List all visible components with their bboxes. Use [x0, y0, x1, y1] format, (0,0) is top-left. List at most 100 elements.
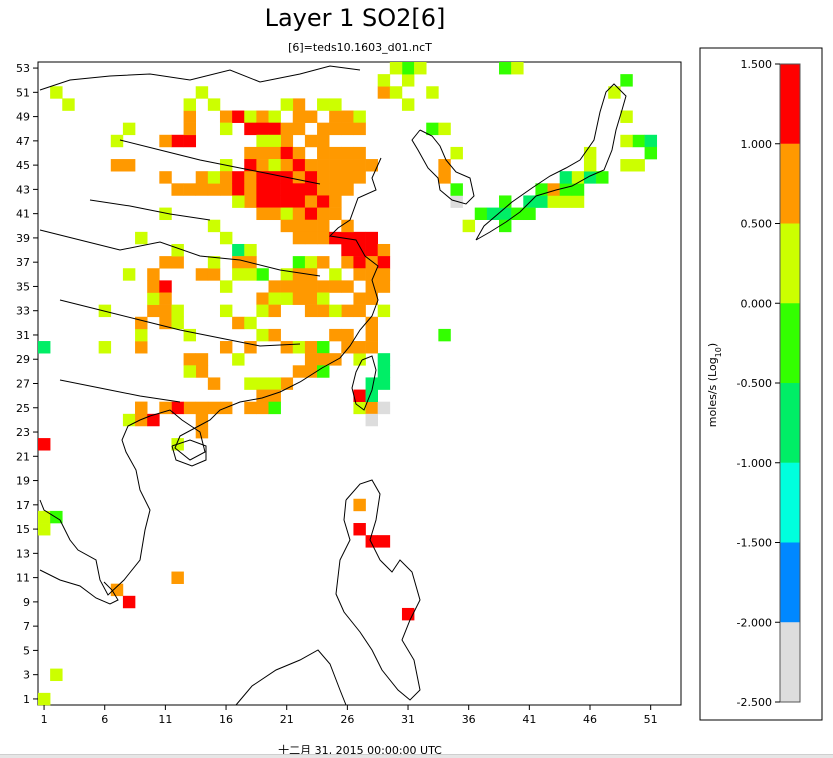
grid-cell: [559, 171, 573, 184]
grid-cell: [341, 243, 354, 257]
grid-cell: [511, 62, 524, 75]
grid-cell: [256, 159, 269, 172]
grid-cell: [317, 304, 330, 318]
grid-cell: [292, 110, 306, 123]
grid-cell: [280, 98, 294, 111]
grid-cell: [317, 231, 330, 245]
grid-cell: [329, 183, 342, 196]
grid-cell: [329, 98, 342, 111]
grid-cell: [365, 159, 378, 172]
grid-cell: [583, 171, 597, 184]
grid-cell: [341, 219, 354, 233]
grid-cell: [135, 401, 148, 415]
grid-cell: [292, 341, 306, 354]
grid-cell: [389, 62, 403, 75]
grid-cell: [50, 668, 63, 682]
grid-cell: [317, 353, 330, 366]
grid-cell: [159, 401, 172, 415]
grid-cell: [341, 183, 354, 196]
grid-cell: [135, 231, 148, 245]
grid-cell: [268, 110, 281, 123]
province-boundaries: [39, 65, 361, 403]
legend-swatch: [780, 303, 800, 384]
grid-cell: [292, 207, 306, 221]
grid-cell: [292, 98, 306, 111]
grid-cell: [414, 62, 427, 75]
grid-cell: [268, 159, 281, 172]
grid-cell: [353, 304, 366, 318]
grid-cell: [232, 268, 245, 281]
grid-cell: [317, 195, 330, 208]
grid-cell: [183, 122, 197, 136]
grid-cell: [256, 134, 269, 148]
grid-cell: [135, 328, 148, 342]
grid-cell: [499, 219, 512, 233]
grid-cell: [244, 268, 257, 281]
grid-cell: [365, 268, 378, 281]
y-tick-label: 33: [16, 305, 30, 318]
grid-cell: [159, 171, 172, 184]
x-tick-label: 46: [583, 713, 597, 726]
grid-cell: [122, 413, 136, 427]
grid-cell: [244, 377, 257, 390]
grid-cell: [207, 256, 221, 269]
grid-cell: [244, 110, 257, 123]
grid-cell: [292, 268, 306, 281]
grid-cell: [329, 231, 342, 245]
grid-cell: [317, 219, 330, 233]
legend-tick-label: -1.000: [737, 457, 772, 470]
y-tick-label: 1: [23, 693, 30, 706]
grid-cell: [317, 292, 330, 305]
grid-cell: [244, 159, 257, 172]
y-tick-label: 5: [23, 644, 30, 657]
x-tick-label: 16: [219, 713, 233, 726]
grid-cell: [499, 195, 512, 208]
grid-cell: [292, 195, 306, 208]
legend-tick-label: 0.500: [741, 218, 773, 231]
x-tick-label: 51: [644, 713, 658, 726]
legend-unit-label: moles/s (Log10): [706, 343, 723, 427]
legend-swatch: [780, 143, 800, 224]
grid-cell: [147, 268, 160, 281]
grid-cell: [329, 207, 342, 221]
grid-cell: [207, 377, 221, 390]
grid-cell: [219, 304, 233, 318]
grid-cell: [280, 377, 294, 390]
grid-cell: [183, 98, 197, 111]
grid-cell: [256, 146, 269, 160]
grid-cell: [256, 110, 269, 123]
grid-cell: [147, 292, 160, 305]
legend-swatch: [780, 64, 800, 144]
grid-cell: [377, 353, 391, 366]
grid-cell: [244, 243, 257, 257]
grid-cell: [110, 583, 124, 597]
grid-cell: [207, 219, 221, 233]
y-tick-label: 3: [23, 669, 30, 682]
grid-cell: [207, 183, 221, 196]
grid-cell: [571, 195, 585, 208]
grid-cell: [183, 183, 197, 196]
grid-cell: [232, 256, 245, 269]
grid-cell: [401, 74, 415, 87]
grid-cell: [547, 183, 560, 196]
grid-cell: [317, 98, 330, 111]
grid-cell: [280, 207, 294, 221]
grid-cell: [353, 231, 366, 245]
grid-cell: [110, 134, 124, 148]
grid-cell: [353, 401, 366, 415]
grid-cell: [195, 365, 209, 378]
x-tick-label: 31: [401, 713, 415, 726]
grid-cell: [341, 110, 354, 123]
grid-cell: [256, 207, 269, 221]
grid-cell: [583, 146, 597, 160]
grid-cell: [329, 268, 342, 281]
y-tick-label: 53: [16, 62, 30, 75]
legend-tick-label: 1.000: [741, 138, 773, 151]
y-tick-label: 37: [16, 256, 30, 269]
grid-cell: [353, 243, 366, 257]
grid-cell: [195, 425, 209, 439]
y-tick-label: 51: [16, 86, 30, 99]
grid-cell: [268, 328, 281, 342]
grid-cell: [341, 280, 354, 293]
